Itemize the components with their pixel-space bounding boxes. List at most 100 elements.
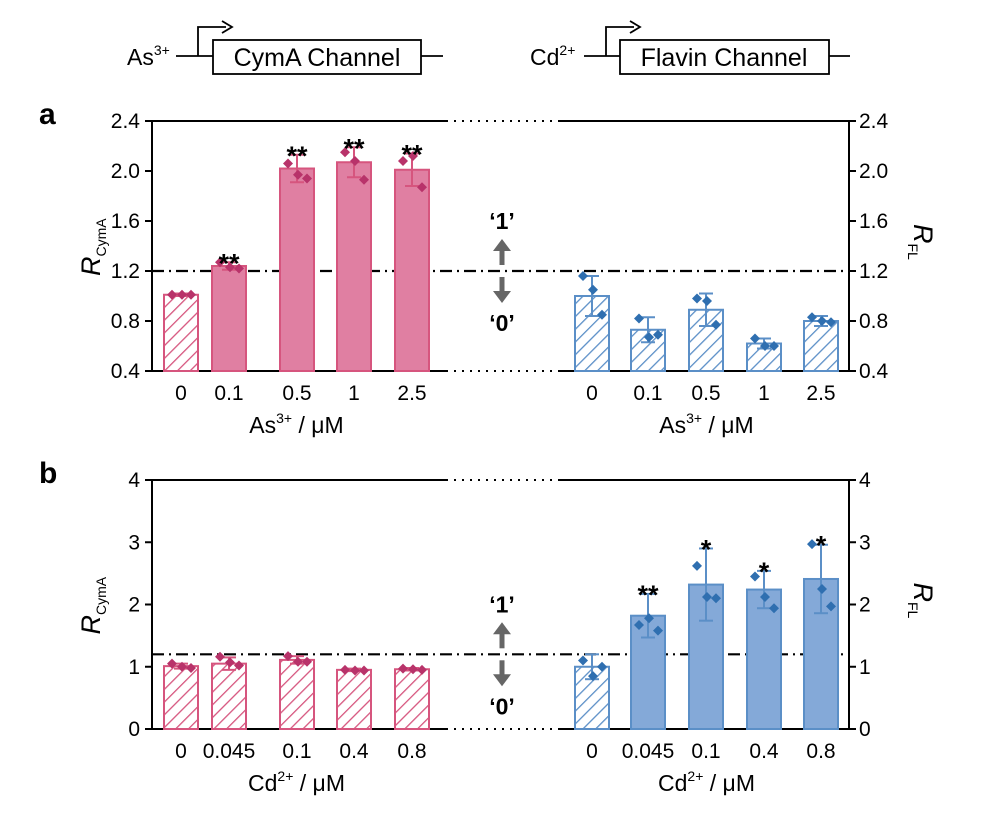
x-tick-label: 0 xyxy=(175,740,187,763)
data-point xyxy=(644,332,654,343)
data-point xyxy=(302,656,312,667)
right-tick-label: 4 xyxy=(859,469,871,492)
left-channel-box xyxy=(212,39,422,75)
data-point xyxy=(826,601,836,612)
bar-cyma xyxy=(211,662,247,731)
right-tick-label: 1.2 xyxy=(859,260,888,283)
significance-label: ** xyxy=(218,248,240,278)
right-channel-box xyxy=(619,39,830,75)
data-point xyxy=(417,664,427,675)
x-tick-label: 1 xyxy=(348,382,360,405)
left-tick-label: 2.0 xyxy=(111,160,140,183)
bar-cyma xyxy=(163,665,199,731)
data-point xyxy=(634,313,644,324)
x-tick-label: 0.045 xyxy=(203,740,256,763)
right-tick-label: 0.8 xyxy=(859,310,888,333)
x-axis-title: As3+ / μM xyxy=(659,410,753,438)
significance-label: ** xyxy=(637,580,659,610)
significance-label: ** xyxy=(401,140,423,170)
data-point xyxy=(826,317,836,328)
data-point xyxy=(653,329,663,340)
bar-cyma xyxy=(394,168,430,372)
bar-cyma xyxy=(336,161,372,372)
data-point xyxy=(186,289,196,300)
left-tick-label: 2.4 xyxy=(111,110,141,133)
data-point xyxy=(177,661,187,672)
data-point xyxy=(215,651,225,662)
panel-letter: a xyxy=(39,98,56,131)
data-point xyxy=(359,174,369,185)
significance-label: * xyxy=(816,531,827,561)
data-point xyxy=(417,182,427,193)
data-point xyxy=(644,613,654,624)
right-tick-label: 2.4 xyxy=(859,110,889,133)
x-tick-label: 0 xyxy=(586,382,598,405)
data-point xyxy=(578,271,588,281)
x-tick-label: 2.5 xyxy=(806,382,835,405)
left-channel-label: CymA Channel xyxy=(234,44,401,72)
data-point xyxy=(817,583,827,594)
x-tick-label: 0.5 xyxy=(691,382,720,405)
left-tick-label: 1 xyxy=(128,656,140,679)
data-point xyxy=(167,289,177,300)
x-axis-title: Cd2+ / μM xyxy=(248,768,345,796)
data-point xyxy=(653,625,663,636)
right-tick-label: 0 xyxy=(859,718,871,741)
arrow-down-icon xyxy=(493,674,511,687)
bar-cyma xyxy=(394,668,430,730)
data-point xyxy=(283,651,293,662)
x-tick-label: 0.045 xyxy=(622,740,675,763)
bar-cyma xyxy=(163,293,199,372)
data-point xyxy=(350,665,360,676)
data-point xyxy=(293,169,303,180)
x-tick-label: 0.1 xyxy=(633,382,662,405)
data-point xyxy=(807,539,817,550)
left-tick-label: 4 xyxy=(128,469,140,492)
x-tick-label: 0.1 xyxy=(691,740,720,763)
right-y-axis-title: RFL xyxy=(905,583,938,619)
state-zero-label: ‘0’ xyxy=(489,310,515,336)
x-tick-label: 0.8 xyxy=(806,740,835,763)
left-tick-label: 0.8 xyxy=(111,310,140,333)
panel-letter: b xyxy=(39,457,57,490)
data-point xyxy=(760,341,770,351)
data-point xyxy=(234,660,244,671)
right-y-axis-title: RFL xyxy=(905,224,938,260)
x-tick-label: 0 xyxy=(586,740,598,763)
data-point xyxy=(692,293,702,304)
significance-label: ** xyxy=(343,133,365,163)
significance-label: * xyxy=(701,534,712,564)
data-point xyxy=(597,661,607,672)
left-tick-label: 1.6 xyxy=(111,210,140,233)
data-point xyxy=(302,173,312,184)
data-point xyxy=(817,316,827,326)
data-point xyxy=(234,263,244,274)
state-zero-label: ‘0’ xyxy=(489,693,515,719)
data-point xyxy=(634,620,644,631)
x-axis-title: As3+ / μM xyxy=(249,410,343,438)
left-tick-label: 3 xyxy=(128,531,140,554)
data-point xyxy=(177,289,187,300)
significance-label: ** xyxy=(286,141,308,171)
state-one-label: ‘1’ xyxy=(489,208,515,234)
data-point xyxy=(692,560,702,571)
bar-cyma xyxy=(279,167,315,372)
data-point xyxy=(408,664,418,675)
panel-a: a 0.4 0.8 1.2 1.6 2.0 2.4 0.4 0.8 1.2 1.6 2.0 2.4 RCy… xyxy=(39,98,938,438)
data-point xyxy=(807,312,817,323)
data-point xyxy=(293,656,303,667)
x-tick-label: 0 xyxy=(175,382,187,405)
right-tick-label: 3 xyxy=(859,531,871,554)
left-tick-label: 1.2 xyxy=(111,260,140,283)
right-tick-label: 2.0 xyxy=(859,160,888,183)
x-tick-label: 0.5 xyxy=(282,382,311,405)
bar-cyma xyxy=(279,658,315,731)
x-tick-label: 1 xyxy=(758,382,770,405)
left-tick-label: 2 xyxy=(128,594,140,617)
header-left-circuit: As3+ CymA Channel xyxy=(127,20,443,75)
x-tick-label: 0.4 xyxy=(749,740,779,763)
data-point xyxy=(750,571,760,582)
right-tick-label: 1 xyxy=(859,656,871,679)
data-point xyxy=(225,262,235,273)
